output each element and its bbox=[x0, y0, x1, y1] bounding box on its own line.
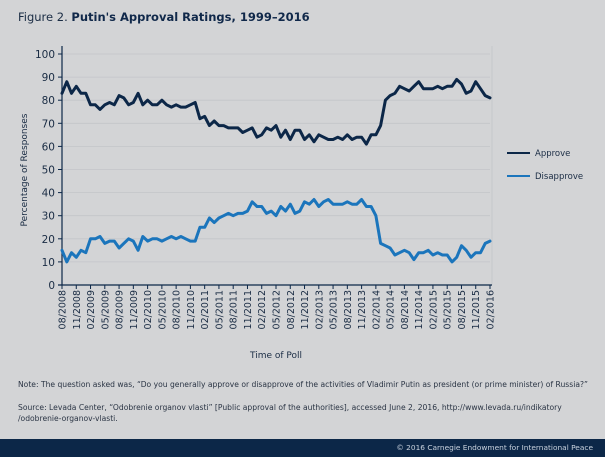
x-tick-label: 02/2014 bbox=[371, 290, 382, 329]
x-tick-label: 05/2013 bbox=[329, 290, 340, 329]
x-tick-label: 11/2012 bbox=[300, 290, 311, 329]
x-tick-label: 08/2010 bbox=[172, 290, 183, 329]
x-tick-label: 02/2012 bbox=[257, 290, 268, 329]
x-axis: 08/2008 11/2008 02/2009 05/2009 08/2009 11/20… bbox=[58, 284, 497, 329]
x-tick-label: 08/2011 bbox=[229, 290, 240, 329]
y-tick-label: 10 bbox=[42, 257, 55, 269]
y-tick-label: 50 bbox=[42, 165, 55, 177]
x-tick-label: 05/2012 bbox=[272, 290, 283, 329]
x-tick-label: 11/2013 bbox=[357, 290, 368, 329]
x-tick-label: 05/2009 bbox=[100, 290, 111, 329]
y-tick-label: 80 bbox=[42, 95, 55, 107]
x-tick-label: 11/2011 bbox=[243, 290, 254, 329]
x-tick-label: 11/2009 bbox=[129, 290, 140, 329]
y-tick-label: 90 bbox=[42, 72, 55, 84]
gridlines bbox=[62, 46, 493, 285]
series-line-disapprove bbox=[60, 198, 492, 264]
series-lines bbox=[60, 77, 492, 264]
y-tick-label: 20 bbox=[42, 234, 55, 246]
figure-label: Figure 2. bbox=[18, 10, 68, 24]
x-tick-label: 02/2015 bbox=[428, 290, 439, 329]
y-axis-label: Percentage of Responses bbox=[20, 113, 30, 226]
y-axis: 0 10 20 30 40 50 60 70 80 90 100 bbox=[35, 46, 63, 292]
footer-bar: © 2016 Carnegie Endowment for Internatio… bbox=[0, 439, 605, 457]
figure-title-text: Putin's Approval Ratings, 1999–2016 bbox=[71, 10, 310, 24]
x-tick-label: 05/2015 bbox=[443, 290, 454, 329]
x-tick-label: 11/2015 bbox=[471, 290, 482, 329]
x-tick-label: 08/2013 bbox=[343, 290, 354, 329]
x-tick-label: 11/2014 bbox=[414, 290, 425, 329]
x-tick-label: 11/2008 bbox=[72, 290, 83, 329]
legend: Approve Disapprove bbox=[507, 149, 583, 182]
x-tick-label: 11/2010 bbox=[186, 290, 197, 329]
y-tick-label: 100 bbox=[35, 49, 55, 61]
x-tick-label: 02/2010 bbox=[143, 290, 154, 329]
x-tick-label: 08/2008 bbox=[58, 290, 69, 329]
x-tick-label: 08/2012 bbox=[286, 290, 297, 329]
x-tick-label: 05/2014 bbox=[386, 290, 397, 329]
y-tick-label: 30 bbox=[42, 211, 55, 223]
x-tick-label: 02/2011 bbox=[200, 290, 211, 329]
source-text-line2: /odobrenie-organov-vlasti. bbox=[18, 414, 118, 423]
x-tick-label: 02/2009 bbox=[86, 290, 97, 329]
note-text: Note: The question asked was, “Do you ge… bbox=[18, 380, 588, 389]
x-tick-label: 08/2009 bbox=[115, 290, 126, 329]
y-tick-label: 70 bbox=[42, 118, 55, 130]
x-tick-label: 02/2013 bbox=[314, 290, 325, 329]
x-tick-label: 05/2010 bbox=[157, 290, 168, 329]
y-tick-label: 40 bbox=[42, 188, 55, 200]
series-line-approve bbox=[60, 77, 492, 146]
y-tick-label: 0 bbox=[48, 280, 55, 292]
x-tick-label: 02/2016 bbox=[486, 290, 497, 329]
legend-label-approve: Approve bbox=[535, 149, 570, 159]
x-tick-label: 05/2011 bbox=[214, 290, 225, 329]
x-tick-label: 08/2015 bbox=[457, 290, 468, 329]
copyright-text: © 2016 Carnegie Endowment for Internatio… bbox=[396, 443, 593, 452]
figure-title: Figure 2. Putin's Approval Ratings, 1999… bbox=[18, 10, 310, 24]
legend-label-disapprove: Disapprove bbox=[535, 172, 583, 182]
x-tick-label: 08/2014 bbox=[400, 290, 411, 329]
y-tick-label: 60 bbox=[42, 141, 55, 153]
x-axis-label: Time of Poll bbox=[249, 351, 302, 361]
source-text-line1: Source: Levada Center, “Odobrenie organo… bbox=[18, 403, 562, 412]
